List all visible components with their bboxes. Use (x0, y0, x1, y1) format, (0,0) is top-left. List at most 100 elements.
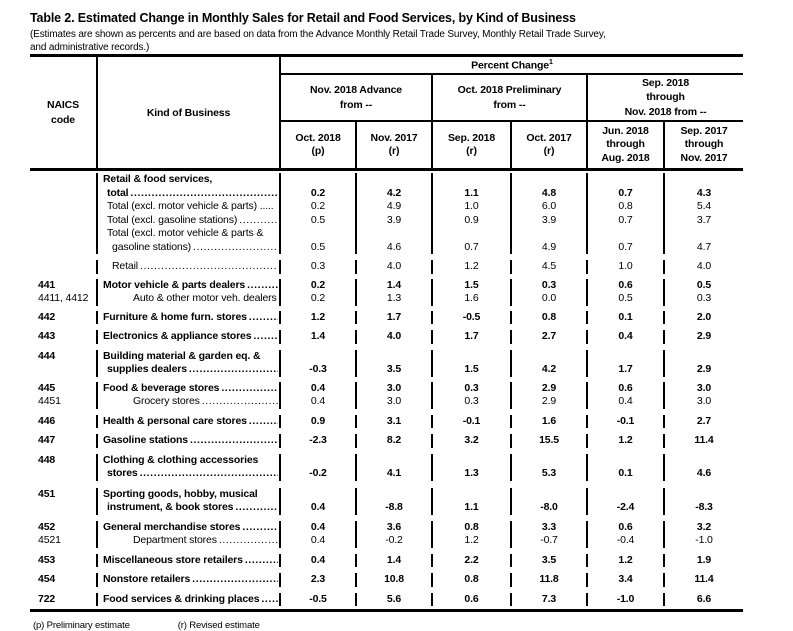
dot-leader: ........................................… (192, 573, 278, 585)
percent-change-value-cell: 1.6 (433, 292, 512, 306)
percent-change-value-cell: 3.6 (357, 520, 433, 534)
percent-change-value-cell: 4.0 (696, 260, 712, 272)
percent-change-value-cell: -0.5 (281, 592, 357, 606)
percent-change-value-cell: 3.1 (357, 414, 433, 428)
kind-of-business-line: Total (excl. motor vehicle & parts & (98, 227, 278, 241)
percent-change-value-cell: 1.2 (281, 310, 357, 324)
kind-of-business-text: total (107, 186, 129, 199)
percent-change-value-cell: 1.1 (433, 487, 512, 515)
table-row: 445 Food & beverage stores...............… (30, 377, 743, 396)
kind-of-business-text: Gasoline stations (103, 434, 188, 446)
comparison-column-header-line: Nov. 2017 (680, 151, 728, 164)
percent-change-value-cell: 0.3 (512, 278, 588, 292)
kind-of-business-line: supplies dealers........................… (98, 363, 278, 377)
kind-of-business-text: Clothing & clothing accessories (103, 453, 259, 466)
percent-change-value-cell: 0.4 (281, 381, 357, 395)
naics-code-cell: 448 (30, 453, 98, 481)
percent-change-value-cell: 4.2 (512, 349, 588, 377)
kind-of-business-text: gasoline stations) (112, 240, 192, 253)
percent-change-value-cell: -0.2 (357, 534, 433, 548)
percent-change-value-cell: 0.3 (281, 260, 357, 274)
kind-of-business-cell: Clothing & clothing accessories stores...… (98, 453, 281, 481)
kind-of-business-line: Nonstore retailers......................… (98, 573, 278, 587)
kind-of-business-text: instrument, & book stores (107, 501, 234, 513)
percent-change-value-cell: 2.9 (696, 330, 712, 342)
table-subtitle-line1: (Estimates are shown as percents and are… (30, 29, 606, 40)
percent-change-header-block: Percent Change1 Nov. 2018 Advance from --… (281, 57, 743, 168)
percent-change-value-cell: -0.4 (588, 534, 665, 548)
percent-change-value-cell: 0.2 (281, 200, 357, 214)
percent-change-value-cell: 4.6 (357, 227, 433, 254)
percent-change-value-cell: 0.2 (281, 278, 357, 292)
comparison-column-header-line: through (684, 138, 724, 151)
percent-change-value-cell: 2.0 (696, 310, 712, 323)
kind-of-business-cell: Total (excl. gasoline stations).........… (98, 213, 281, 227)
percent-change-value-cell: 1.6 (512, 414, 588, 428)
period-group-header-row: Nov. 2018 Advance from -- Oct. 2018 Prelim… (281, 75, 743, 122)
percent-change-value-cell: 0.4 (281, 520, 357, 534)
kind-of-business-line: Food services & drinking places.........… (98, 593, 278, 607)
percent-change-value-cell: 10.8 (357, 573, 433, 587)
dot-leader: ........................................… (253, 330, 278, 342)
percent-change-value-cell: 1.3 (433, 453, 512, 481)
percent-change-value-cell: 3.4 (588, 573, 665, 587)
percent-change-value-cell: 5.6 (357, 592, 433, 606)
kind-of-business-line: Electronics & appliance stores..........… (98, 330, 278, 344)
kind-of-business-text: Auto & other motor veh. dealers ... (133, 292, 281, 304)
percent-change-value-cell: 0.5 (588, 292, 665, 306)
percent-change-value-cell: 2.9 (512, 395, 588, 409)
naics-code-cell: 443 (30, 330, 98, 344)
kind-of-business-text: Health & personal care stores (103, 414, 247, 427)
table-row: 451 Sporting goods, hobby, musical instrum… (30, 481, 743, 515)
percent-change-value-cell: 0.4 (281, 487, 357, 515)
period-group-header-line: from -- (493, 98, 526, 111)
dot-leader: ........................................… (218, 534, 278, 546)
kind-of-business-line: Grocery stores..........................… (98, 395, 278, 409)
footnote-revised: (r) Revised estimate (177, 620, 260, 631)
comparison-column-header-line: (r) (543, 145, 555, 157)
percent-change-value-cell: 2.7 (512, 330, 588, 344)
percent-change-value-cell: 11.4 (694, 573, 714, 585)
percent-change-value-cell: 3.5 (512, 553, 588, 567)
naics-code-cell: 451 (30, 487, 98, 515)
percent-change-value-cell: 0.1 (588, 453, 665, 481)
percent-change-value-cell: 0.8 (588, 200, 665, 214)
kind-of-business-text: Total (excl. motor vehicle & parts) ....… (107, 200, 274, 212)
percent-change-value-cell: 3.2 (433, 434, 512, 448)
percent-change-value-cell: 1.4 (357, 553, 433, 567)
comparison-column-header-line: Aug. 2018 (601, 151, 650, 164)
percent-change-value-cell: 1.9 (696, 553, 712, 566)
kind-of-business-cell: Retail & food services, total............… (98, 173, 281, 200)
kind-of-business-line: Auto & other motor veh. dealers ... (98, 292, 281, 306)
period-group-header: Sep. 2018 through Nov. 2018 from -- (588, 75, 743, 120)
percent-change-value-cell: 1.2 (588, 553, 665, 567)
percent-change-label: Percent Change1 (471, 58, 553, 72)
kind-of-business-cell: Sporting goods, hobby, musical instrument… (98, 487, 281, 515)
percent-change-value-cell: -1.0 (588, 592, 665, 606)
comparison-column-header: Sep. 2018 (r) (433, 122, 512, 168)
percent-change-value-cell: 0.4 (281, 553, 357, 567)
kind-of-business-line: Food & beverage stores..................… (98, 382, 278, 396)
kind-of-business-text: Building material & garden eq. & (103, 349, 261, 362)
naics-code-cell: 4451 (30, 395, 98, 409)
percent-change-value-cell: 4.3 (696, 186, 712, 199)
table-row: 448 Clothing & clothing accessories stores… (30, 448, 743, 481)
kind-of-business-cell: Health & personal care stores...........… (98, 414, 281, 428)
period-group-header-line: Nov. 2018 Advance (310, 84, 402, 96)
kind-of-business-line: Motor vehicle & parts dealers...........… (98, 279, 278, 293)
comparison-column-header-line: (r) (466, 145, 477, 157)
kind-of-business-text: General merchandise stores (103, 520, 241, 533)
naics-code-cell (30, 260, 98, 274)
kind-of-business-line: Department stores.......................… (98, 534, 278, 548)
kind-of-business-cell: Building material & garden eq. & supplies… (98, 349, 281, 377)
kind-of-business-text: Electronics & appliance stores (103, 330, 252, 342)
percent-change-value-cell: 4.1 (357, 453, 433, 481)
footnote-marker-1: 1 (548, 58, 553, 66)
percent-change-value-cell: -0.3 (281, 349, 357, 377)
percent-change-value-cell: 3.3 (512, 520, 588, 534)
percent-change-value-cell: -0.1 (433, 414, 512, 428)
percent-change-value-cell: 0.4 (588, 395, 665, 409)
comparison-column-header-row: Oct. 2018 (p) Nov. 2017 (r) Sep. 2018 (r) Oct.… (281, 122, 743, 168)
dot-leader: ........................................… (261, 592, 278, 605)
